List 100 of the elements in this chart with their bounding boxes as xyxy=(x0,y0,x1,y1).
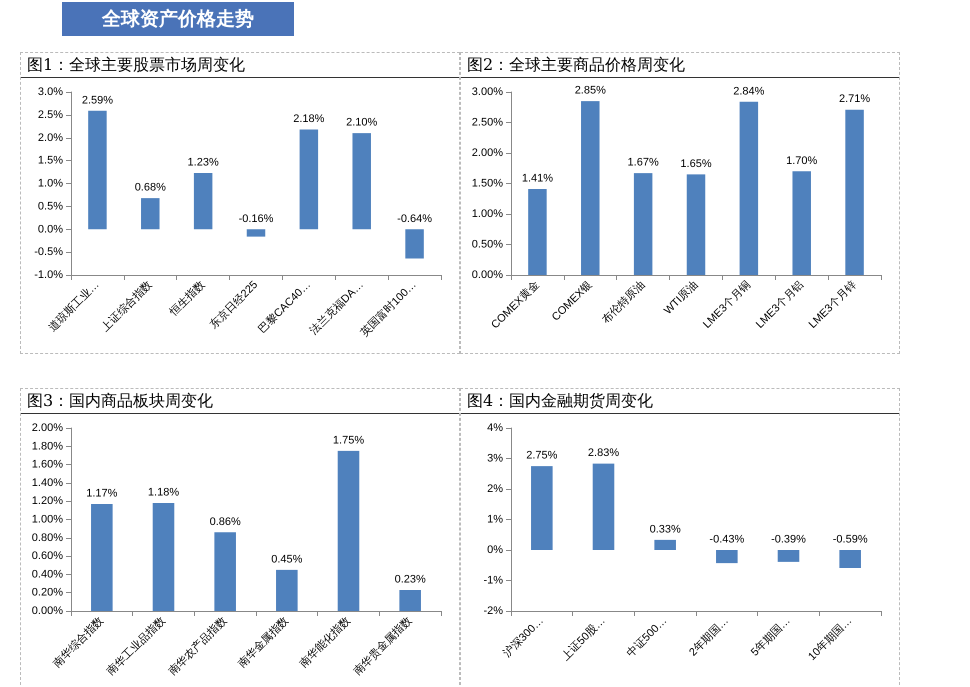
data-label: 2.71% xyxy=(838,93,870,106)
x-tick-label: 南华工业品指数 xyxy=(104,614,168,678)
data-label: 0.68% xyxy=(134,182,166,194)
data-label: 0.23% xyxy=(394,573,426,586)
x-tick-label: 上证50股… xyxy=(558,614,608,663)
y-tick-label: 3% xyxy=(487,452,504,464)
x-tick-label: 布伦特原油 xyxy=(599,278,648,326)
x-tick-label: 南华贵金属指数 xyxy=(350,614,414,678)
data-label: -0.16% xyxy=(238,212,274,225)
y-tick-label: 2% xyxy=(487,483,504,495)
data-label: 1.17% xyxy=(86,487,118,500)
bar xyxy=(778,550,800,562)
bar xyxy=(581,101,600,275)
chart-title: 图1：全球主要股票市场周变化 xyxy=(21,53,459,78)
data-label: 2.85% xyxy=(574,84,606,97)
bar xyxy=(405,229,424,259)
text: 全球资产价格走势 xyxy=(62,2,294,36)
y-tick-label: 0% xyxy=(487,544,504,556)
y-tick-label: 2.50% xyxy=(472,116,504,128)
data-label: 1.23% xyxy=(188,156,219,168)
data-label: -0.39% xyxy=(771,534,806,546)
bar xyxy=(399,590,421,611)
bar xyxy=(152,503,174,611)
data-label: 1.67% xyxy=(628,156,659,169)
y-tick-label: 1.50% xyxy=(472,178,504,190)
bar xyxy=(592,464,614,550)
bar xyxy=(194,172,212,230)
y-tick-label: 1.20% xyxy=(32,495,64,508)
y-tick-label: 1.40% xyxy=(32,476,64,489)
x-tick-label: 南华能化指数 xyxy=(296,614,353,670)
data-label: 2.75% xyxy=(526,450,558,462)
data-label: 2.18% xyxy=(293,113,325,126)
bar xyxy=(300,130,318,230)
chart-title: 图2：全球主要商品价格周变化 xyxy=(461,53,899,78)
data-label: 2.83% xyxy=(588,447,620,460)
y-tick-label: 1.5% xyxy=(38,154,64,167)
y-tick-label: 1.00% xyxy=(32,514,64,526)
bar xyxy=(352,133,371,230)
y-tick-label: -0.5% xyxy=(34,246,64,258)
bar xyxy=(91,504,113,611)
y-tick-label: 3.0% xyxy=(38,86,64,98)
data-label: 0.33% xyxy=(650,523,681,536)
bar xyxy=(528,188,547,275)
y-tick-label: 0.00% xyxy=(472,269,504,281)
bar xyxy=(88,110,107,230)
data-label: 2.59% xyxy=(82,94,114,106)
data-label: 2.10% xyxy=(346,116,378,129)
y-tick-label: 2.0% xyxy=(38,132,64,144)
y-tick-label: 1.0% xyxy=(38,178,64,190)
chart-title: 图3：国内商品板块周变化 xyxy=(21,389,459,414)
y-tick-label: 1.00% xyxy=(472,208,504,220)
data-label: 0.86% xyxy=(210,516,241,528)
bar xyxy=(686,174,706,275)
x-tick-label: 南华农产品指数 xyxy=(166,614,230,678)
y-tick-label: 1% xyxy=(487,514,504,526)
y-tick-label: 2.00% xyxy=(472,147,504,159)
y-tick-label: 0.5% xyxy=(38,200,64,212)
y-tick-label: 0.60% xyxy=(32,550,64,562)
bar xyxy=(338,450,360,611)
bar xyxy=(740,102,758,275)
y-tick-label: -2% xyxy=(483,605,504,617)
bar xyxy=(654,540,676,550)
data-label: 1.18% xyxy=(148,486,180,499)
data-label: 1.75% xyxy=(332,434,364,446)
bar xyxy=(276,570,298,611)
x-tick-label: 南华金属指数 xyxy=(235,614,292,670)
y-tick-label: 0.20% xyxy=(32,586,64,599)
bar xyxy=(531,466,553,550)
bar xyxy=(246,229,266,237)
x-tick-label: 恒生指数 xyxy=(166,278,208,320)
bar xyxy=(845,110,864,275)
bar xyxy=(839,550,861,568)
bar xyxy=(716,550,738,564)
bar xyxy=(634,173,652,275)
data-label: 0.45% xyxy=(271,553,303,566)
bar xyxy=(214,532,236,611)
y-tick-label: 4% xyxy=(487,422,504,434)
x-tick-label: 南华综合指数 xyxy=(50,614,106,670)
y-tick-label: 0.40% xyxy=(32,568,64,580)
x-tick-label: WTI原油 xyxy=(661,278,700,318)
y-tick-label: 0.0% xyxy=(38,223,64,236)
y-tick-label: -1.0% xyxy=(34,269,64,281)
y-tick-label: 0.80% xyxy=(32,532,64,544)
bar xyxy=(141,198,160,230)
y-tick-label: 0.00% xyxy=(32,605,64,617)
x-tick-label: 5年期国… xyxy=(748,614,793,659)
y-tick-label: 2.5% xyxy=(38,108,64,121)
data-label: -0.64% xyxy=(397,212,432,225)
data-label: 1.65% xyxy=(680,158,712,170)
y-tick-label: 2.00% xyxy=(32,422,64,434)
data-label: -0.43% xyxy=(709,534,744,546)
y-tick-label: 1.60% xyxy=(32,458,64,471)
y-tick-label: 0.50% xyxy=(472,238,504,250)
data-label: -0.59% xyxy=(832,534,868,546)
data-label: 1.70% xyxy=(786,154,818,167)
x-tick-label: 10年期国… xyxy=(806,614,854,663)
y-tick-label: 3.00% xyxy=(472,86,504,98)
y-tick-label: 1.80% xyxy=(32,440,64,452)
y-tick-label: -1% xyxy=(483,574,504,586)
bar xyxy=(792,171,811,275)
